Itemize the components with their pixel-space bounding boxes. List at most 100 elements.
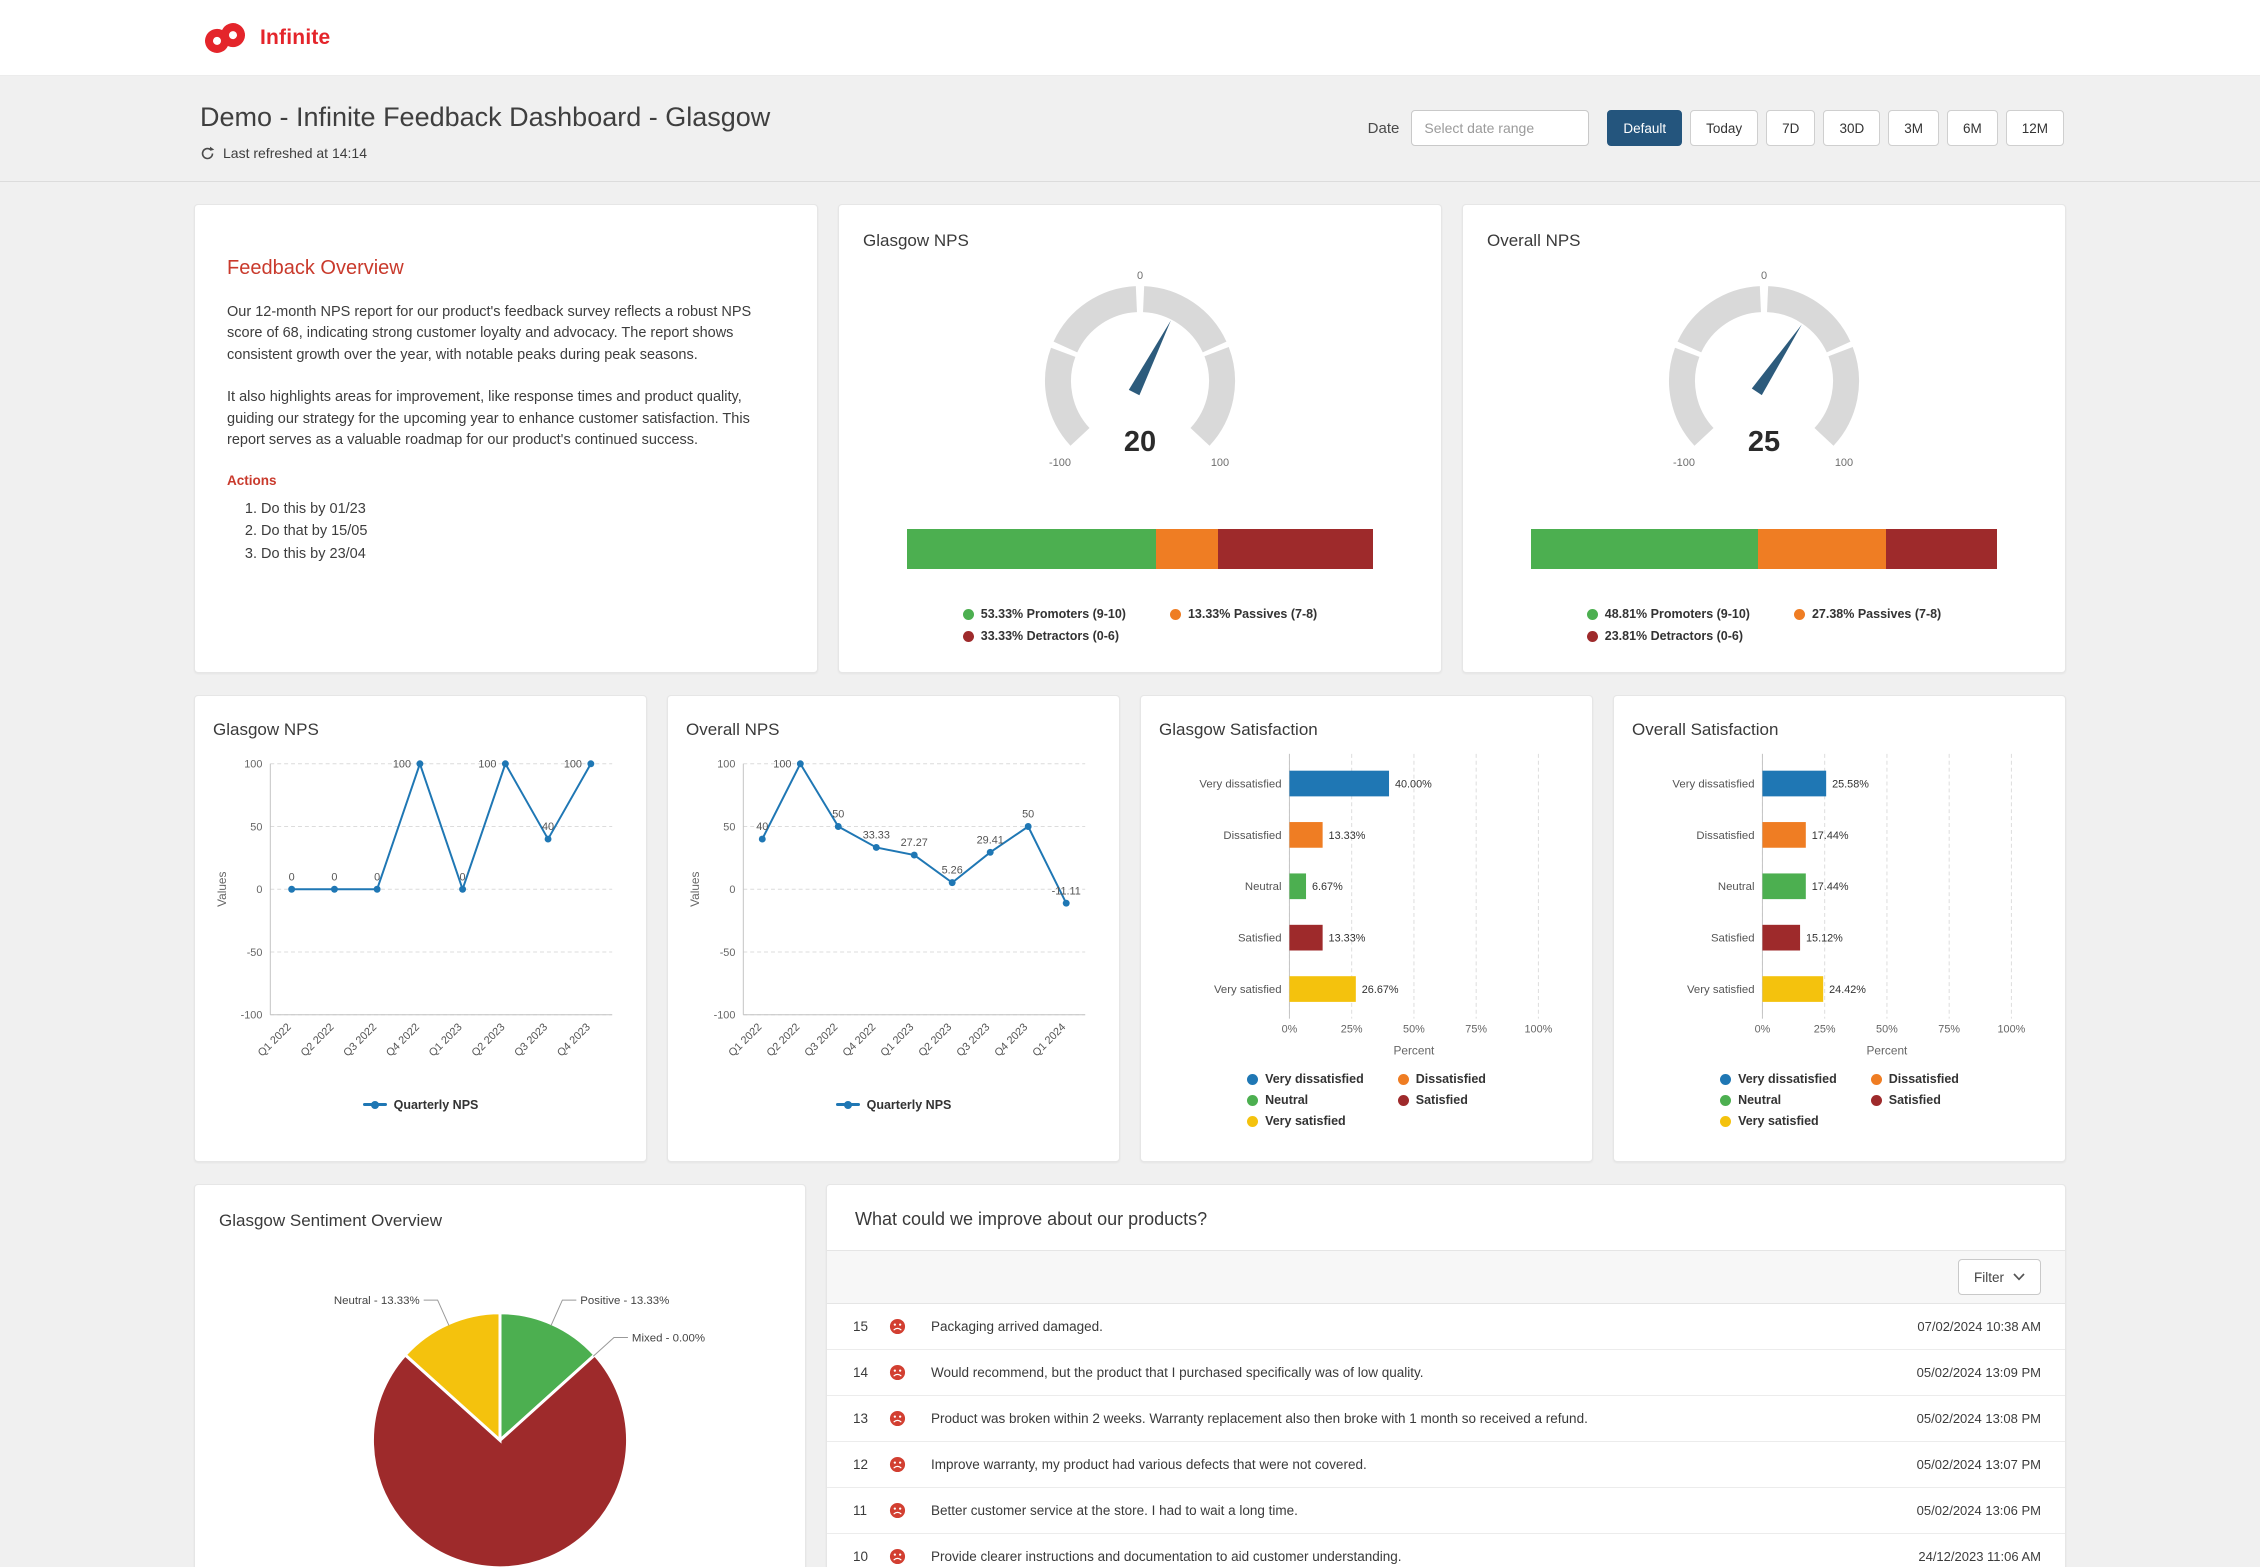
svg-text:Percent: Percent [1394, 1043, 1436, 1057]
card-title: Glasgow NPS [863, 231, 969, 250]
range-button-6m[interactable]: 6M [1946, 110, 1998, 146]
overall-satisfaction-card: Overall Satisfaction 0% 25% 50% 75% 100% Very… [1613, 695, 2066, 1162]
legend-dot [1586, 608, 1598, 620]
legend-item[interactable]: Satisfied [1870, 1093, 1959, 1107]
bar-chart-svg: 0% 25% 50% 75% 100% Very dissatisfied 25.58% Di… [1672, 753, 2026, 1057]
legend-dot [1586, 630, 1598, 642]
feedback-row[interactable]: 15 Packaging arrived damaged. 07/02/2024… [827, 1304, 2065, 1350]
svg-text:0: 0 [729, 884, 735, 896]
action-item: Do this by 23/04 [261, 543, 781, 565]
refresh-icon[interactable] [200, 146, 215, 161]
svg-text:Dissatisfied: Dissatisfied [1696, 830, 1754, 842]
actions-title: Actions [227, 472, 277, 488]
legend-item[interactable]: Very satisfied [1247, 1114, 1364, 1128]
feedback-timestamp: 24/12/2023 11:06 AM [1918, 1549, 2041, 1564]
svg-text:13.33%: 13.33% [1329, 933, 1366, 945]
svg-text:Q4 2022: Q4 2022 [384, 1021, 422, 1059]
svg-text:100%: 100% [1525, 1024, 1553, 1036]
legend-item[interactable]: Satisfied [1397, 1093, 1486, 1107]
svg-text:50: 50 [832, 809, 844, 821]
legend-item[interactable]: Quarterly NPS [835, 1098, 951, 1112]
date-range-input[interactable] [1411, 110, 1590, 146]
negative-sentiment-icon [889, 1456, 906, 1473]
svg-text:-11.11: -11.11 [1052, 885, 1081, 897]
legend-item[interactable]: 27.38% Passives (7-8) [1793, 607, 1941, 621]
svg-text:-100: -100 [714, 1010, 736, 1022]
legend-item[interactable]: Dissatisfied [1397, 1072, 1486, 1086]
trend-legend: Quarterly NPS [686, 1098, 1101, 1112]
legend-item[interactable]: Very dissatisfied [1247, 1072, 1364, 1086]
svg-text:25%: 25% [1341, 1024, 1363, 1036]
legend-item[interactable]: Quarterly NPS [362, 1098, 478, 1112]
legend-item[interactable]: 53.33% Promoters (9-10) [962, 607, 1126, 621]
feedback-row[interactable]: 11 Better customer service at the store.… [827, 1488, 2065, 1534]
range-button-12m[interactable]: 12M [2005, 110, 2064, 146]
svg-text:50: 50 [250, 821, 262, 833]
range-button-30d[interactable]: 30D [1823, 110, 1881, 146]
legend-item[interactable]: 33.33% Detractors (0-6) [962, 629, 1126, 643]
svg-text:100: 100 [1835, 457, 1853, 469]
range-button-default[interactable]: Default [1607, 110, 1683, 146]
svg-text:Neutral: Neutral [1718, 881, 1755, 893]
legend-item[interactable]: Very dissatisfied [1720, 1072, 1837, 1086]
svg-text:15.12%: 15.12% [1806, 933, 1843, 945]
svg-text:Q1 2023: Q1 2023 [427, 1021, 465, 1059]
feedback-row[interactable]: 13 Product was broken within 2 weeks. Wa… [827, 1396, 2065, 1442]
svg-text:Q3 2023: Q3 2023 [512, 1021, 550, 1059]
brand-logo[interactable]: Infinite [200, 20, 330, 56]
chevron-down-icon [2013, 1273, 2025, 1281]
glasgow-nps-gauge-chart: 0 -100 100 20 [863, 265, 1417, 475]
svg-text:5.26: 5.26 [942, 865, 963, 877]
range-button-7d[interactable]: 7D [1766, 110, 1816, 146]
svg-text:Q4 2023: Q4 2023 [555, 1021, 593, 1059]
app-header: Infinite [0, 0, 2260, 76]
feedback-row[interactable]: 10 Provide clearer instructions and docu… [827, 1534, 2065, 1567]
svg-text:33.33: 33.33 [863, 830, 890, 842]
svg-text:20: 20 [1124, 426, 1156, 458]
svg-text:6.67%: 6.67% [1312, 881, 1343, 893]
svg-text:Q1 2022: Q1 2022 [726, 1021, 764, 1059]
table-toolbar: Filter [827, 1250, 2065, 1304]
legend-item[interactable]: Dissatisfied [1870, 1072, 1959, 1086]
nps-bar-segment [907, 529, 1156, 569]
legend-dot [1870, 1094, 1882, 1106]
brand-name: Infinite [260, 25, 331, 49]
feedback-row[interactable]: 12 Improve warranty, my product had vari… [827, 1442, 2065, 1488]
action-item: Do that by 15/05 [261, 520, 781, 542]
legend-item[interactable]: Neutral [1720, 1093, 1837, 1107]
pie-chart-svg: Positive - 13.33% Mixed - 0.00% Neutral - … [334, 1295, 705, 1567]
svg-text:Very satisfied: Very satisfied [1214, 984, 1282, 996]
overall-nps-line-chart: 100 50 0 -50 -100 Values Q1 2022 Q2 2022 Q3 2022… [686, 744, 1101, 1096]
filter-button[interactable]: Filter [1958, 1259, 2041, 1295]
legend-dot [1247, 1073, 1259, 1085]
legend-item[interactable]: 13.33% Passives (7-8) [1169, 607, 1317, 621]
legend-item[interactable]: 23.81% Detractors (0-6) [1586, 629, 1750, 643]
feedback-timestamp: 07/02/2024 10:38 AM [1917, 1319, 2041, 1334]
svg-text:Satisfied: Satisfied [1711, 933, 1755, 945]
legend-dot [1793, 608, 1805, 620]
legend-dot [1247, 1094, 1259, 1106]
svg-text:Very dissatisfied: Very dissatisfied [1199, 778, 1281, 790]
svg-text:Values: Values [688, 872, 702, 907]
legend-dot [1397, 1073, 1409, 1085]
infinity-logo-icon [205, 22, 245, 53]
svg-text:Q2 2023: Q2 2023 [916, 1021, 954, 1059]
feedback-row[interactable]: 14 Would recommend, but the product that… [827, 1350, 2065, 1396]
gauge-chart-svg: 0 -100 100 20 [1045, 270, 1236, 469]
svg-text:Q4 2022: Q4 2022 [840, 1021, 878, 1059]
legend-item[interactable]: 48.81% Promoters (9-10) [1586, 607, 1750, 621]
gauge-legend: 53.33% Promoters (9-10) 13.33% Passives (… [962, 607, 1317, 643]
svg-text:40.00%: 40.00% [1395, 778, 1432, 790]
range-button-today[interactable]: Today [1690, 110, 1759, 146]
card-title: Overall NPS [1487, 231, 1581, 250]
legend-item[interactable]: Very satisfied [1720, 1114, 1837, 1128]
legend-item[interactable]: Neutral [1247, 1093, 1364, 1107]
range-button-3m[interactable]: 3M [1888, 110, 1939, 146]
row-id: 11 [853, 1503, 868, 1518]
negative-sentiment-icon [889, 1318, 906, 1335]
nps-bar-segment [1155, 529, 1218, 569]
svg-text:Neutral: Neutral [1245, 881, 1282, 893]
action-item: Do this by 01/23 [261, 498, 781, 520]
svg-text:Satisfied: Satisfied [1238, 933, 1282, 945]
svg-text:0: 0 [289, 871, 295, 883]
